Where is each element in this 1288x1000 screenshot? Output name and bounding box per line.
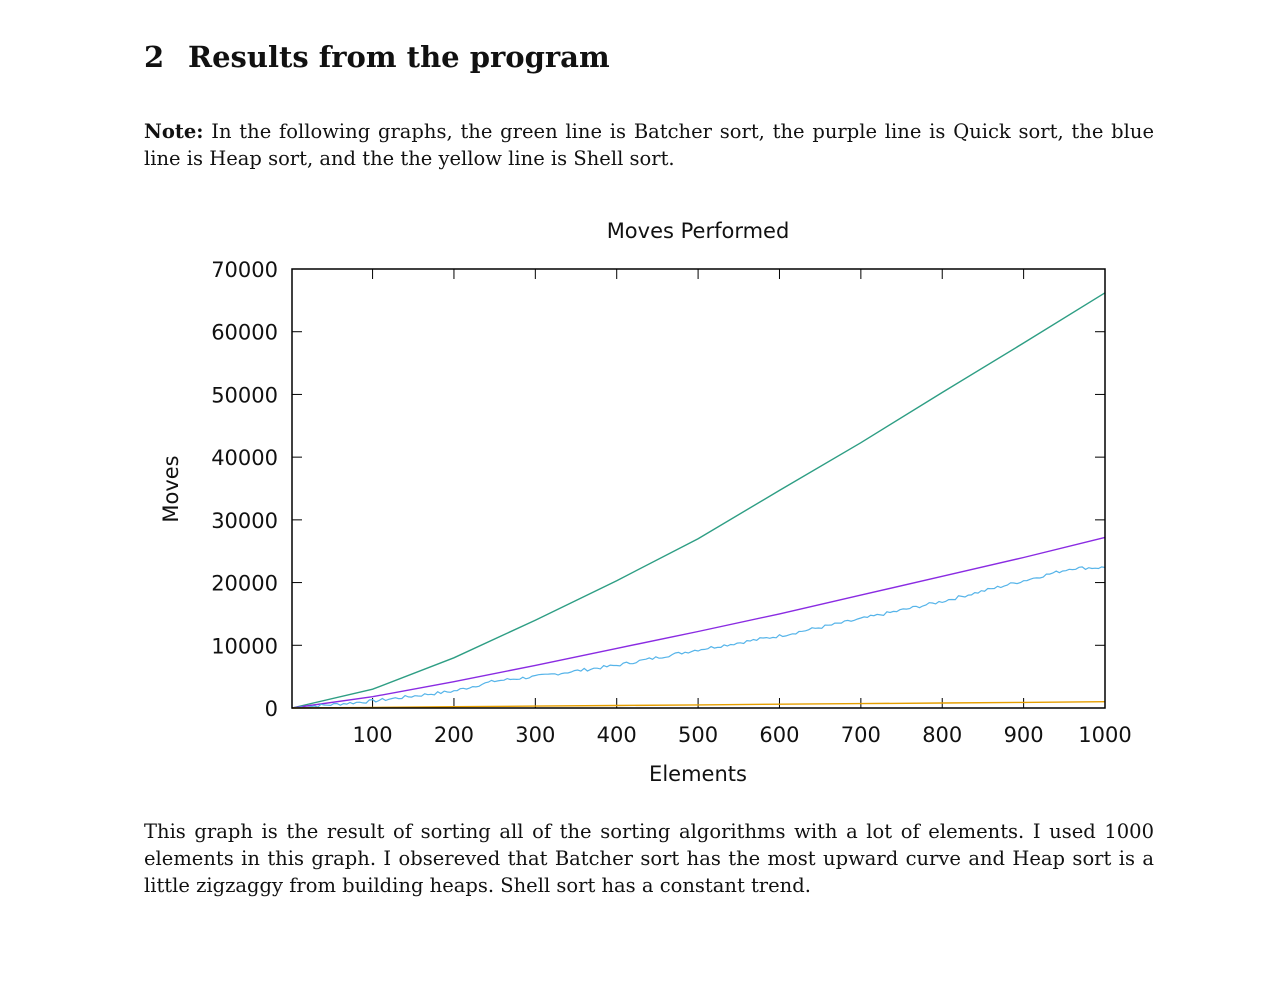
series-line-1 bbox=[291, 292, 1106, 709]
y-tick-label: 30000 bbox=[211, 509, 278, 533]
y-tick-label: 20000 bbox=[211, 572, 278, 596]
section-heading: 2 Results from the program bbox=[144, 40, 610, 74]
x-tick-label: 300 bbox=[515, 723, 555, 747]
x-tick-label: 500 bbox=[678, 723, 718, 747]
y-tick-label: 70000 bbox=[211, 258, 278, 282]
moves-performed-chart: Moves Performed Moves Elements 0 10000 200… bbox=[159, 219, 1132, 786]
x-axis-label: Elements bbox=[649, 762, 747, 786]
x-tick-label: 400 bbox=[597, 723, 637, 747]
y-tick-label: 10000 bbox=[211, 634, 278, 658]
x-tick-label: 900 bbox=[1004, 723, 1044, 747]
section-number: 2 bbox=[144, 40, 165, 74]
x-tick-label: 800 bbox=[922, 723, 962, 747]
y-tick-label: 40000 bbox=[211, 446, 278, 470]
x-tick-label: 700 bbox=[841, 723, 881, 747]
note-label: Note: bbox=[144, 120, 204, 143]
note-text: In the following graphs, the green line … bbox=[144, 120, 1154, 170]
section-title: Results from the program bbox=[188, 40, 610, 74]
x-tick-label: 100 bbox=[353, 723, 393, 747]
chart-title: Moves Performed bbox=[607, 219, 790, 243]
x-tick-label: 200 bbox=[434, 723, 474, 747]
series-line-3 bbox=[291, 566, 1106, 709]
y-tick-label: 60000 bbox=[211, 321, 278, 345]
plot-series bbox=[291, 292, 1106, 709]
y-tick-label: 0 bbox=[265, 697, 278, 721]
plot-frame bbox=[291, 268, 1106, 709]
note-paragraph: Note: In the following graphs, the green… bbox=[144, 118, 1154, 172]
x-tick-label: 1000 bbox=[1078, 723, 1131, 747]
series-line-2 bbox=[291, 536, 1106, 709]
y-axis-label: Moves bbox=[159, 455, 183, 522]
y-tick-label: 50000 bbox=[211, 383, 278, 407]
series-line-4 bbox=[291, 701, 1106, 709]
x-tick-label: 600 bbox=[759, 723, 799, 747]
axis-ticks: 0 10000 20000 30000 40000 50000 60000 70000 100 2… bbox=[211, 258, 1132, 747]
body-paragraph: This graph is the result of sorting all … bbox=[144, 820, 1154, 897]
